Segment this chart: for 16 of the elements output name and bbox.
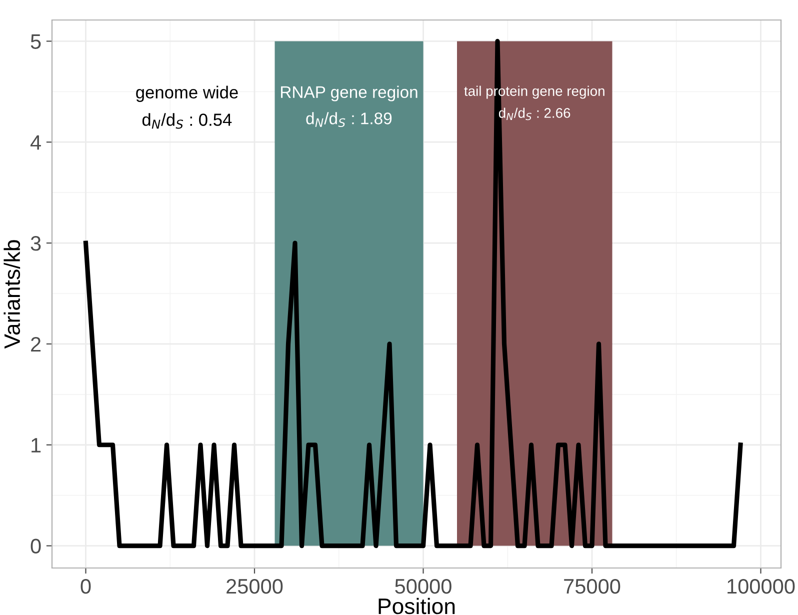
annotation: genome wide d$_{N}$/d$_{S}$ : 0.54: [136, 86, 238, 129]
line-series: [83, 38, 743, 548]
y-tick-label: 4: [30, 135, 41, 150]
y-axis-title: Variants/kb: [4, 240, 20, 349]
x-axis-title: Position: [378, 598, 455, 614]
y-tick-label: 3: [30, 236, 41, 251]
x-tick-label: 100000: [728, 578, 795, 594]
x-tick-label: 75000: [564, 578, 620, 594]
y-tick-label: 0: [30, 538, 41, 554]
x-tick-label: 50000: [395, 578, 452, 594]
band-label: RNAP gene region d$_{N}$/d$_{S}$ : 1.89: [281, 86, 418, 128]
y-tick-label: 5: [30, 34, 41, 49]
y-tick-label: 1: [32, 438, 41, 452]
x-tick-label: 25000: [226, 578, 283, 594]
y-tick-label: 2: [31, 336, 41, 352]
x-tick-label: 0: [80, 578, 91, 594]
